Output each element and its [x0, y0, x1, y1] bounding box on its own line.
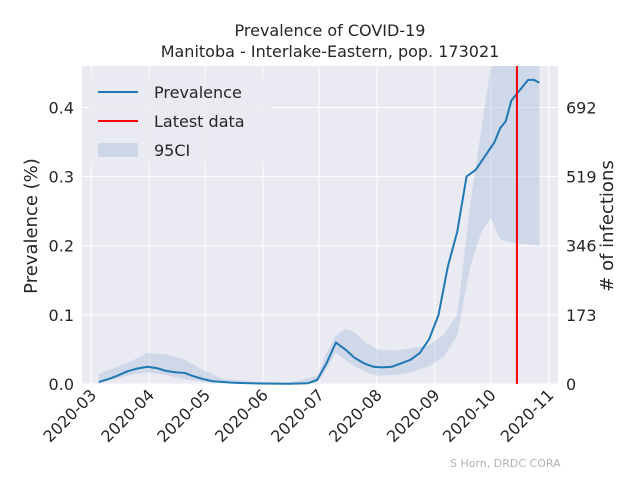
- x-tick-label: 2020-08: [325, 385, 386, 446]
- x-tick-label: 2020-03: [39, 385, 100, 446]
- y-tick-label: 0.1: [49, 306, 74, 325]
- prevalence-line: [98, 78, 540, 385]
- y-tick-label: 0.0: [49, 375, 74, 394]
- y2-axis-label: # of infections: [597, 160, 618, 291]
- prevalence-line-layer: [98, 78, 540, 385]
- ci-band: [98, 66, 540, 384]
- credit-text: S Horn, DRDC CORA: [450, 457, 561, 470]
- ci-band-layer: [98, 66, 540, 384]
- y2-tick-label: 692: [566, 98, 597, 117]
- y2-tick-label: 519: [566, 168, 597, 187]
- y2-tick-label: 346: [566, 237, 597, 256]
- x-tick-label: 2020-09: [383, 385, 444, 446]
- legend-prevalence-label: Prevalence: [154, 83, 242, 102]
- y-axis-label: Prevalence (%): [21, 158, 42, 294]
- x-tick-label: 2020-07: [267, 385, 328, 446]
- chart-title: Prevalence of COVID-19: [235, 21, 426, 40]
- y2-tick-label: 0: [566, 375, 576, 394]
- legend-ci-swatch: [98, 143, 138, 157]
- y-tick-label: 0.3: [49, 168, 74, 187]
- legend: Prevalence Latest data 95CI: [88, 74, 272, 166]
- y-tick-label: 0.4: [49, 98, 74, 117]
- legend-ci-label: 95CI: [154, 141, 190, 160]
- chart-subtitle: Manitoba - Interlake-Eastern, pop. 17302…: [161, 42, 500, 61]
- y-tick-label: 0.2: [49, 237, 74, 256]
- x-tick-label: 2020-05: [153, 385, 214, 446]
- x-tick-label: 2020-10: [439, 385, 500, 446]
- legend-latest-label: Latest data: [154, 112, 245, 131]
- x-tick-label: 2020-06: [211, 385, 272, 446]
- y2-tick-label: 173: [566, 306, 597, 325]
- x-tick-label: 2020-04: [97, 385, 158, 446]
- x-tick-label: 2020-11: [497, 385, 558, 446]
